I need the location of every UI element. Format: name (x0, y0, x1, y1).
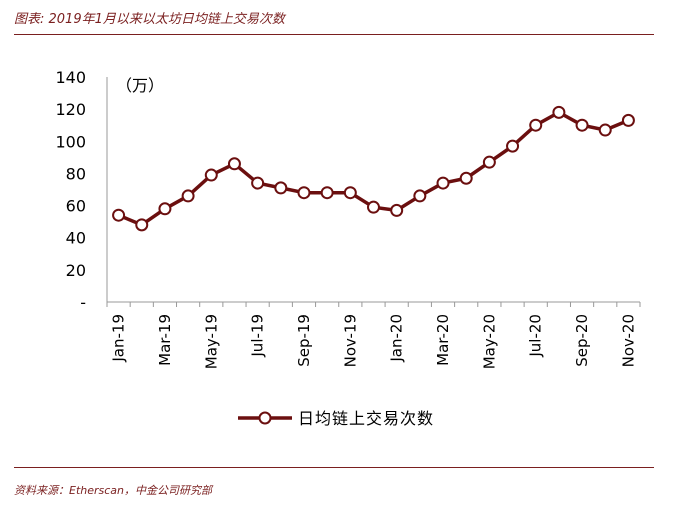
x-tick-label: Jul-20 (527, 314, 545, 358)
data-point (436, 176, 450, 190)
x-tick-label: Mar-20 (434, 314, 452, 366)
legend-label: 日均链上交易次数 (298, 409, 434, 428)
y-tick-label: 40 (66, 229, 86, 248)
data-point (390, 203, 404, 217)
data-point (529, 118, 543, 132)
data-point (320, 186, 334, 200)
data-point (112, 208, 126, 222)
bottom-divider (14, 467, 654, 468)
data-point (297, 186, 311, 200)
y-tick-label: - (80, 293, 86, 312)
y-tick-label: 100 (55, 132, 86, 151)
x-tick-label: Mar-19 (156, 314, 174, 366)
figure-title: 图表: 2019年1月以来以太坊日均链上交易次数 (14, 12, 285, 27)
data-point (181, 189, 195, 203)
data-point (621, 113, 635, 127)
source-note: 资料来源：Etherscan，中金公司研究部 (14, 484, 213, 497)
data-point (227, 157, 241, 171)
plot-area (112, 105, 635, 232)
data-point (204, 168, 218, 182)
legend-marker (258, 411, 272, 425)
data-point (251, 176, 265, 190)
x-tick-label: Jul-19 (249, 314, 267, 358)
data-point (552, 105, 566, 119)
x-tick-label: Sep-20 (573, 314, 591, 367)
data-point (482, 155, 496, 169)
x-tick-label: Jan-20 (388, 314, 406, 363)
x-tick-label: Sep-19 (295, 314, 313, 367)
y-tick-label: 20 (66, 261, 86, 280)
data-point (459, 171, 473, 185)
data-point (506, 139, 520, 153)
y-tick-label: 140 (55, 68, 86, 87)
x-tick-label: Jan-19 (110, 314, 128, 363)
y-axis-ticks: - 20 40 60 80 100 120 140 (55, 68, 86, 312)
y-tick-label: 80 (66, 164, 86, 183)
x-tick-label: Nov-19 (341, 314, 359, 367)
x-tick-label: Nov-20 (619, 314, 637, 367)
data-point (343, 186, 357, 200)
y-tick-label: 120 (55, 100, 86, 119)
data-point (274, 181, 288, 195)
x-tick-label: May-19 (202, 314, 220, 369)
data-point (135, 218, 149, 232)
data-point (575, 118, 589, 132)
data-point (598, 123, 612, 137)
x-axis-ticks: Jan-19 Mar-19 May-19 Jul-19 Sep-19 Nov-19 Jan-… (110, 314, 638, 369)
data-point (367, 200, 380, 214)
data-point (413, 189, 427, 203)
chart-axes (106, 77, 641, 307)
legend: 日均链上交易次数 (238, 409, 434, 428)
data-point (158, 202, 172, 216)
y-tick-label: 60 (66, 197, 86, 216)
x-tick-label: May-20 (480, 314, 498, 369)
top-divider (14, 34, 654, 35)
unit-label: （万） (116, 76, 164, 95)
